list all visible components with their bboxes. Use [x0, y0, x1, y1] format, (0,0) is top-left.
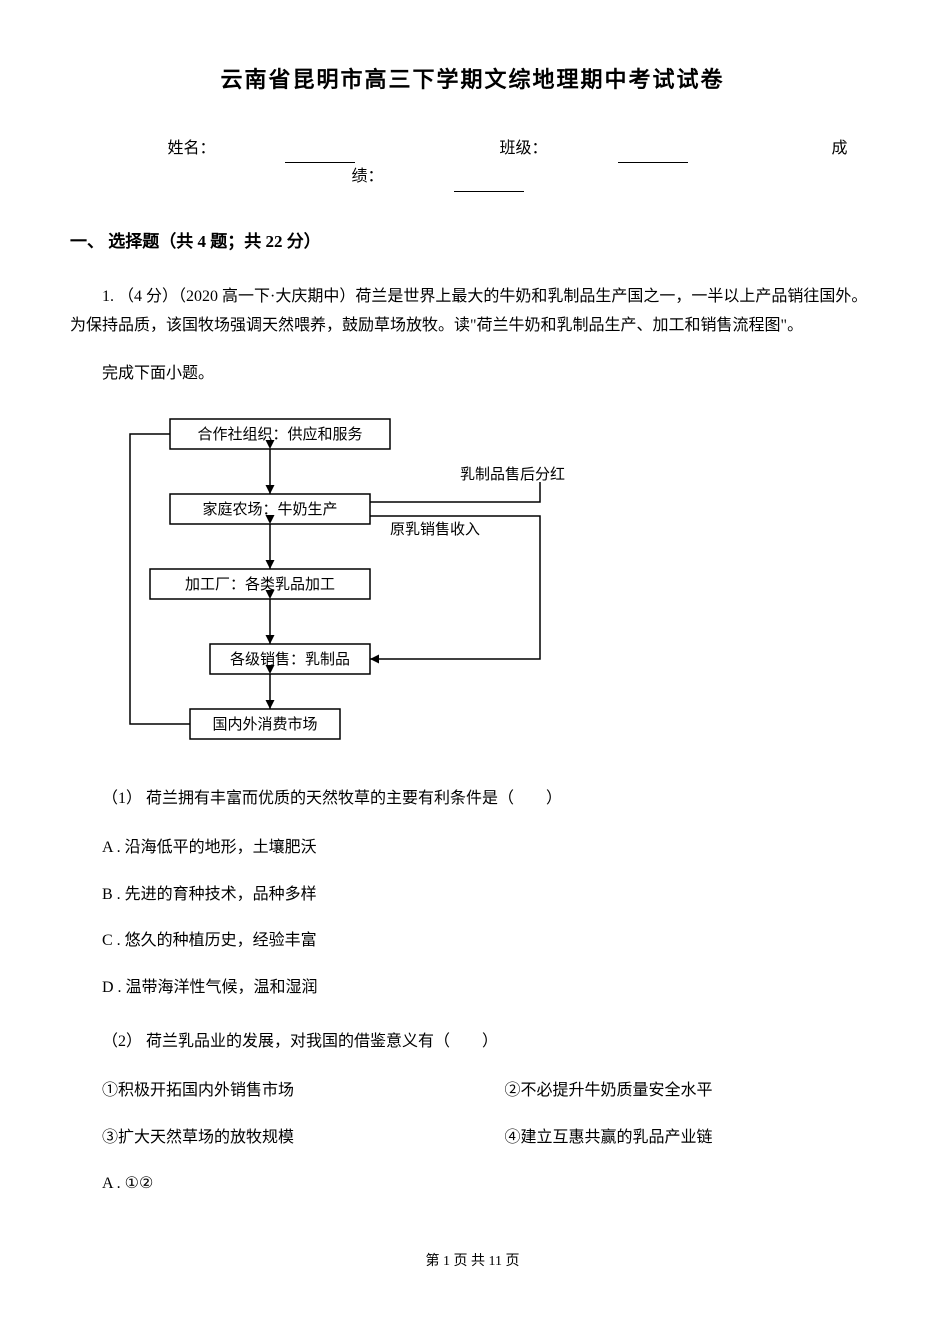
- info-row: 姓名： 班级： 成绩：: [70, 135, 875, 193]
- q1-1-option-c: C . 悠久的种植历史，经验丰富: [70, 927, 875, 956]
- flowchart-diagram: 合作社组织：供应和服务 家庭农场：牛奶生产 加工厂：各类乳品加工 各级销售：乳制…: [110, 414, 875, 755]
- page-footer: 第 1 页 共 11 页: [70, 1249, 875, 1274]
- q1-1-option-b: B . 先进的育种技术，品种多样: [70, 881, 875, 910]
- q1-1-option-d: D . 温带海洋性气候，温和湿润: [70, 974, 875, 1003]
- class-field: 班级：: [464, 140, 726, 157]
- label-market: 国内外消费市场: [212, 716, 317, 733]
- name-field: 姓名：: [132, 140, 394, 157]
- q1-2-statements-row2: ③扩大天然草场的放牧规模 ④建立互惠共赢的乳品产业链: [70, 1124, 875, 1153]
- loop-dividend-out: [370, 482, 540, 502]
- q1-1-stem: （1） 荷兰拥有丰富而优质的天然牧草的主要有利条件是（ ）: [70, 785, 875, 814]
- label-factory: 加工厂：各类乳品加工: [185, 576, 335, 593]
- page-title: 云南省昆明市高三下学期文综地理期中考试试卷: [70, 60, 875, 100]
- q1-2-s4: ④建立互惠共赢的乳品产业链: [473, 1124, 876, 1153]
- class-label: 班级：: [499, 140, 547, 157]
- q1-2-s2: ②不必提升牛奶质量安全水平: [473, 1077, 876, 1106]
- q1-1-option-a: A . 沿海低平的地形，土壤肥沃: [70, 834, 875, 863]
- score-blank: [454, 176, 524, 192]
- q1-2-option-a: A . ①②: [70, 1170, 875, 1199]
- label-income: 原乳销售收入: [390, 521, 480, 538]
- name-label: 姓名：: [167, 140, 215, 157]
- label-dividend: 乳制品售后分红: [460, 466, 565, 483]
- q1-2-s1: ①积极开拓国内外销售市场: [70, 1077, 473, 1106]
- class-blank: [618, 147, 688, 163]
- question-1-subtext: 完成下面小题。: [70, 360, 875, 389]
- label-farm: 家庭农场：牛奶生产: [202, 501, 337, 518]
- question-1-intro: 1. （4 分）（2020 高一下·大庆期中）荷兰是世界上最大的牛奶和乳制品生产…: [70, 283, 875, 341]
- name-blank: [285, 147, 355, 163]
- section-heading: 一、 选择题（共 4 题；共 22 分）: [70, 227, 875, 258]
- label-sales: 各级销售：乳制品: [230, 651, 350, 668]
- q1-2-statements-row1: ①积极开拓国内外销售市场 ②不必提升牛奶质量安全水平: [70, 1077, 875, 1106]
- label-coop: 合作社组织：供应和服务: [197, 425, 362, 443]
- q1-2-s3: ③扩大天然草场的放牧规模: [70, 1124, 473, 1153]
- q1-2-stem: （2） 荷兰乳品业的发展，对我国的借鉴意义有（ ）: [70, 1028, 875, 1057]
